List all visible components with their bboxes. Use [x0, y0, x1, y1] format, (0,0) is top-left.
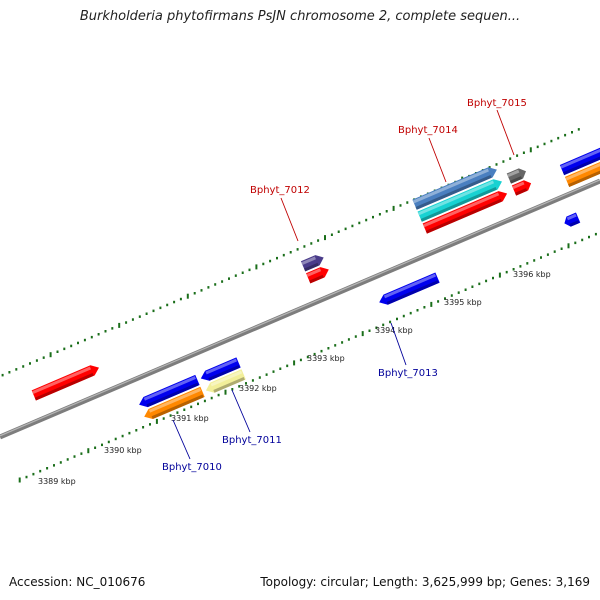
- gene-label-bphyt-7010: Bphyt_7010: [162, 462, 222, 473]
- accession-text: Accession: NC_010676: [9, 575, 146, 589]
- gene-feature-orange: [144, 386, 205, 420]
- gene-label-bphyt-7013: Bphyt_7013: [378, 368, 438, 379]
- map-title: Burkholderia phytofirmans PsJN chromosom…: [79, 9, 521, 24]
- tick-label-3393: 3393 kbp: [307, 354, 345, 363]
- gene-feature-blue: [559, 141, 600, 176]
- gene-feature-gray: [506, 168, 526, 184]
- gene-label-bphyt-7011: Bphyt_7011: [222, 435, 282, 446]
- callout-line-7011: [231, 389, 251, 433]
- gene-label-bphyt-7015: Bphyt_7015: [467, 98, 527, 109]
- chromosome-backbone: [0, 178, 600, 440]
- gene-feature-blue: [200, 357, 241, 381]
- tick-label-3389: 3389 kbp: [38, 477, 76, 486]
- gene-feature-red: [511, 180, 532, 196]
- gene-feature-red: [422, 191, 508, 234]
- gene-feature-pale_yellow: [205, 369, 246, 393]
- gene-feature-orange: [564, 153, 600, 188]
- gene-feature-red: [31, 365, 99, 401]
- gene-features: [31, 141, 600, 420]
- callout-line-7014: [428, 137, 447, 183]
- tick-label-3390: 3390 kbp: [104, 446, 142, 455]
- tick-label-3391: 3391 kbp: [171, 414, 209, 423]
- gene-feature-red: [306, 267, 329, 284]
- gene-feature-blue: [139, 374, 200, 408]
- callout-line-7015: [496, 109, 515, 156]
- callout-line-7010: [172, 419, 191, 460]
- tick-label-3392: 3392 kbp: [239, 384, 277, 393]
- tick-label-3395: 3395 kbp: [444, 298, 482, 307]
- gene-label-bphyt-7012: Bphyt_7012: [250, 185, 310, 196]
- gene-feature-blue: [379, 272, 440, 305]
- gene-feature-steel_blue: [412, 167, 497, 210]
- chromosome-backbone-highlight: [0, 179, 600, 437]
- callout-line-7012: [280, 197, 299, 242]
- gene-feature-cyan: [417, 179, 503, 222]
- tick-label-3396: 3396 kbp: [513, 270, 551, 279]
- gene-feature-blue: [564, 212, 581, 227]
- gene-label-bphyt-7014: Bphyt_7014: [398, 125, 458, 136]
- topology-text: Topology: circular; Length: 3,625,999 bp…: [260, 575, 590, 589]
- callout-line-7013: [390, 322, 407, 366]
- tick-rows: [1, 128, 597, 483]
- gene-feature-dark_slate: [300, 255, 324, 272]
- gene-callouts: [172, 109, 515, 460]
- tick-labels: 3389 kbp 3390 kbp 3391 kbp 3392 kbp 3393…: [38, 270, 551, 486]
